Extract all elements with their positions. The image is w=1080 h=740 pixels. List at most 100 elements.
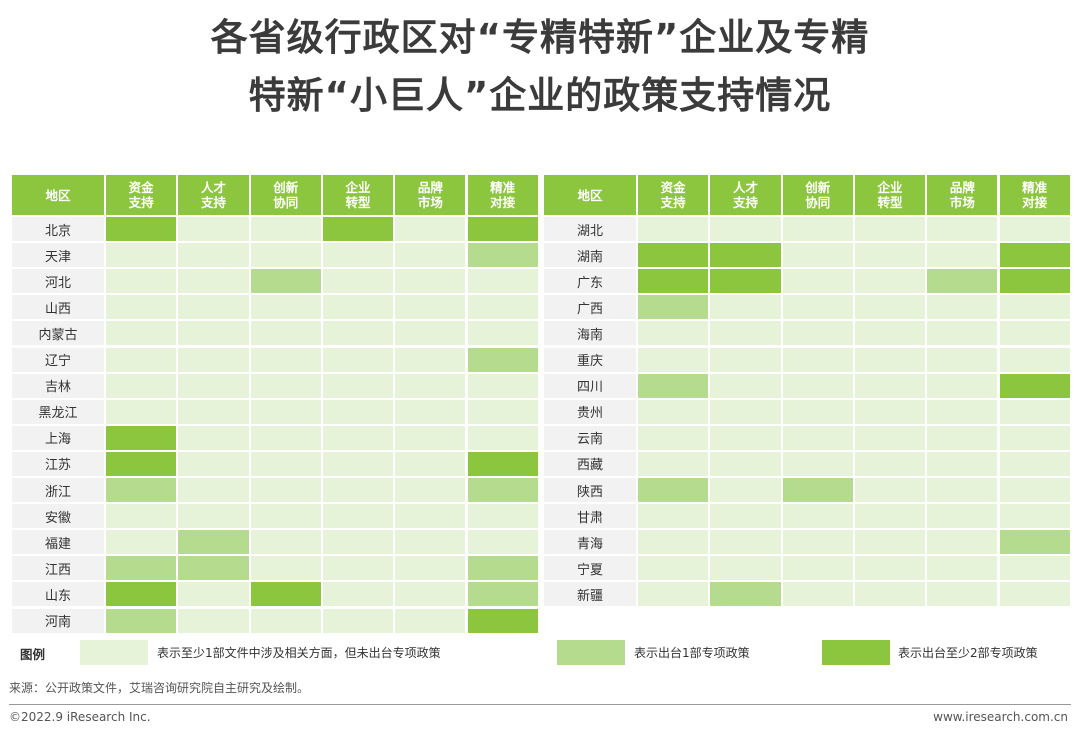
heatmap-cell bbox=[394, 294, 467, 321]
region-label: 上海 bbox=[11, 424, 105, 451]
heatmap-cell bbox=[177, 555, 250, 582]
column-header: 品牌 市场 bbox=[394, 174, 467, 216]
heatmap-cell bbox=[321, 503, 395, 530]
heatmap-cell bbox=[709, 529, 782, 556]
heatmap-cell bbox=[394, 268, 467, 295]
heatmap-cell bbox=[249, 268, 322, 295]
heatmap-cell bbox=[105, 477, 178, 504]
heatmap-cell bbox=[781, 372, 854, 399]
copyright: ©2022.9 iResearch Inc. bbox=[9, 710, 151, 724]
column-header-label: 人才 bbox=[732, 180, 758, 195]
heatmap-cell bbox=[637, 320, 710, 347]
heatmap-cell bbox=[105, 216, 178, 243]
heatmap-cell bbox=[177, 398, 250, 425]
heatmap-cell bbox=[998, 450, 1071, 477]
heatmap-cell bbox=[853, 320, 927, 347]
heatmap-cell bbox=[998, 216, 1071, 243]
column-header-label: 市场 bbox=[417, 195, 443, 210]
region-label: 陕西 bbox=[543, 477, 637, 504]
heatmap-cell bbox=[466, 477, 539, 504]
heatmap-cell bbox=[781, 503, 854, 530]
heatmap-cell bbox=[853, 529, 927, 556]
region-label: 福建 bbox=[11, 529, 105, 556]
header-region-label: 地区 bbox=[577, 187, 603, 203]
heatmap-cell bbox=[926, 216, 999, 243]
heatmap-cell bbox=[321, 372, 395, 399]
heatmap-cell bbox=[249, 320, 322, 347]
heatmap-cell bbox=[998, 424, 1071, 451]
heatmap-cell bbox=[781, 424, 854, 451]
heatmap-cell bbox=[998, 581, 1071, 608]
column-header-label: 市场 bbox=[949, 195, 975, 210]
heatmap-cell bbox=[249, 346, 322, 373]
heatmap-cell bbox=[105, 372, 178, 399]
heatmap-cell bbox=[105, 450, 178, 477]
region-label: 宁夏 bbox=[543, 555, 637, 582]
column-header-label: 支持 bbox=[660, 195, 686, 210]
legend: 图例 表示至少1部文件中涉及相关方面，但未出台专项政策 表示出台1部专项政策 表… bbox=[0, 640, 1080, 666]
region-label: 西藏 bbox=[543, 450, 637, 477]
column-header-label: 资金 bbox=[660, 180, 686, 195]
heatmap-cell bbox=[637, 503, 710, 530]
heatmap-cell bbox=[709, 477, 782, 504]
heatmap-cell bbox=[926, 242, 999, 269]
heatmap-cell bbox=[781, 346, 854, 373]
legend-swatch-level-0 bbox=[80, 640, 148, 665]
heatmap-cell bbox=[249, 607, 322, 634]
heatmap-cell bbox=[781, 477, 854, 504]
heatmap-cell bbox=[321, 346, 395, 373]
heatmap-cell bbox=[177, 529, 250, 556]
region-label: 云南 bbox=[543, 424, 637, 451]
heatmap-cell bbox=[105, 268, 178, 295]
heatmap-cell bbox=[177, 424, 250, 451]
region-label: 江苏 bbox=[11, 450, 105, 477]
heatmap-cell bbox=[637, 294, 710, 321]
chart-title-line-2: 特新“小巨人”企业的政策支持情况 bbox=[248, 74, 832, 117]
heatmap-cell bbox=[709, 503, 782, 530]
region-label: 海南 bbox=[543, 320, 637, 347]
heatmap-cell bbox=[998, 268, 1071, 295]
heatmap-cell bbox=[709, 555, 782, 582]
heatmap-cell bbox=[249, 503, 322, 530]
heatmap-cell bbox=[781, 320, 854, 347]
heatmap-cell bbox=[466, 503, 539, 530]
heatmap-cell bbox=[466, 320, 539, 347]
heatmap-cell bbox=[105, 555, 178, 582]
heatmap-cell bbox=[637, 477, 710, 504]
heatmap-cell bbox=[105, 529, 178, 556]
heatmap-cell bbox=[998, 346, 1071, 373]
heatmap-cell bbox=[394, 242, 467, 269]
heatmap-cell bbox=[466, 268, 539, 295]
heatmap-cell bbox=[853, 581, 927, 608]
heatmap-cell bbox=[394, 529, 467, 556]
legend-label-level-2: 表示出台至少2部专项政策 bbox=[898, 646, 1038, 660]
heatmap-cell bbox=[926, 346, 999, 373]
column-header: 人才 支持 bbox=[709, 174, 782, 216]
heatmap-cell bbox=[781, 216, 854, 243]
heatmap-cell bbox=[926, 372, 999, 399]
column-header: 精准 对接 bbox=[998, 174, 1071, 216]
heatmap-cell bbox=[321, 242, 395, 269]
heatmap-cell bbox=[466, 372, 539, 399]
heatmap-cell bbox=[709, 346, 782, 373]
column-header-label: 品牌 bbox=[949, 180, 975, 195]
legend-title: 图例 bbox=[20, 647, 46, 662]
heatmap-cell bbox=[998, 529, 1071, 556]
region-label: 天津 bbox=[11, 242, 105, 269]
heatmap-cell bbox=[177, 346, 250, 373]
heatmap-cell bbox=[926, 424, 999, 451]
heatmap-cell bbox=[637, 529, 710, 556]
column-header-label: 企业 bbox=[877, 180, 903, 195]
heatmap-cell bbox=[709, 294, 782, 321]
heatmap-cell bbox=[926, 581, 999, 608]
column-header-label: 人才 bbox=[200, 180, 226, 195]
region-label: 湖南 bbox=[543, 242, 637, 269]
heatmap-cell bbox=[249, 450, 322, 477]
column-header-label: 企业 bbox=[345, 180, 371, 195]
region-label: 北京 bbox=[11, 216, 105, 243]
heatmap-cell bbox=[709, 372, 782, 399]
region-label: 浙江 bbox=[11, 477, 105, 504]
heatmap-cell bbox=[781, 555, 854, 582]
region-label: 重庆 bbox=[543, 346, 637, 373]
heatmap-cell bbox=[394, 398, 467, 425]
